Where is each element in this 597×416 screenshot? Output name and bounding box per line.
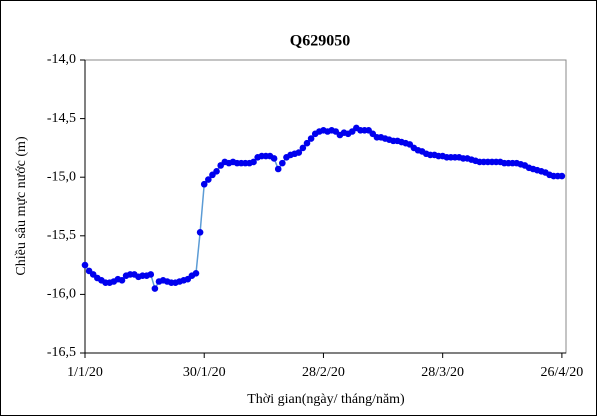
data-point	[200, 180, 208, 188]
data-point	[307, 135, 315, 142]
data-point	[303, 139, 311, 147]
data-point	[205, 176, 212, 183]
y-tick-label: -15,0	[47, 169, 76, 184]
chart-title: Q629050	[290, 33, 350, 50]
data-point	[151, 285, 159, 292]
data-point	[558, 172, 566, 180]
plot-area	[84, 59, 567, 354]
y-axis-label: Chiều sâu mực nước (m)	[14, 136, 29, 276]
data-point	[274, 165, 282, 173]
data-point	[295, 149, 303, 156]
data-point	[270, 155, 278, 162]
data-point	[81, 261, 89, 269]
y-tick-label: -15,5	[47, 228, 76, 243]
x-tick-label: 28/2/20	[302, 365, 345, 380]
data-point	[147, 271, 155, 278]
data-point	[118, 277, 126, 284]
data-point	[196, 228, 204, 236]
x-axis-label: Thời gian(ngày/ tháng/năm)	[247, 392, 405, 407]
x-tick-label: 1/1/20	[67, 365, 103, 380]
x-tick-label: 30/1/20	[183, 365, 226, 380]
data-point	[279, 159, 286, 167]
y-tick-label: -14,0	[47, 52, 76, 67]
y-tick-label: -14,5	[47, 111, 76, 126]
y-tick-label: -16,5	[47, 345, 76, 360]
data-point	[299, 144, 307, 152]
x-tick-label: 28/3/20	[421, 365, 464, 380]
x-tick-label: 26/4/20	[540, 365, 583, 380]
y-tick-label: -16,0	[47, 287, 76, 302]
data-point	[192, 270, 200, 277]
data-point	[213, 168, 220, 175]
data-point	[250, 158, 257, 166]
